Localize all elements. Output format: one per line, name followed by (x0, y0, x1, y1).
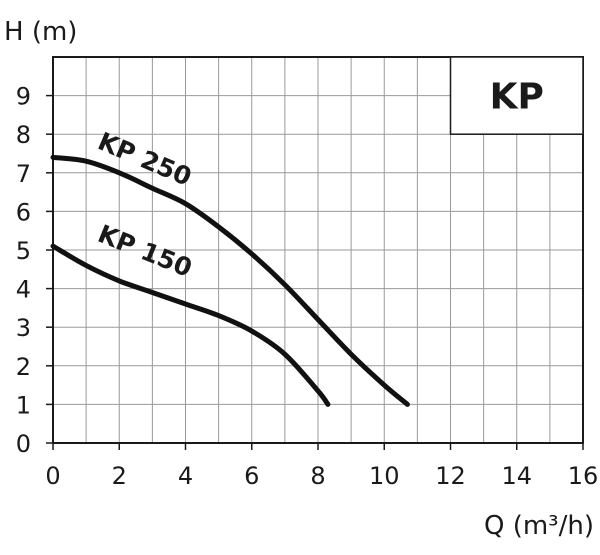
y-tick-label: 9 (16, 83, 31, 111)
series-line-kp-150 (50, 243, 331, 407)
y-tick-label: 5 (16, 237, 31, 265)
y-tick-label: 4 (16, 276, 31, 304)
y-tick-label: 2 (16, 353, 31, 381)
x-tick-label: 10 (369, 462, 400, 490)
y-tick-labels: 0 1 2 3 4 5 6 7 8 9 (16, 83, 53, 458)
series-label: KP 150 (94, 219, 196, 283)
x-tick-labels: 0 2 4 6 8 10 12 14 16 (45, 443, 598, 490)
x-tick-label: 2 (112, 462, 127, 490)
y-axis-title: H (m) (4, 17, 77, 47)
y-tick-label: 0 (16, 430, 31, 458)
model-badge: KP (449, 56, 584, 135)
x-tick-label: 14 (501, 462, 532, 490)
x-tick-label: 12 (435, 462, 466, 490)
y-tick-label: 6 (16, 198, 31, 226)
model-badge-box (449, 56, 584, 135)
series-curves (50, 154, 410, 407)
x-tick-label: 16 (568, 462, 599, 490)
model-badge-label: KP (490, 77, 544, 118)
y-tick-label: 3 (16, 314, 31, 342)
y-tick-label: 8 (16, 121, 31, 149)
y-tick-label: 7 (16, 160, 31, 188)
x-tick-label: 0 (45, 462, 60, 490)
x-tick-label: 6 (244, 462, 259, 490)
series-line-kp-250 (50, 154, 410, 407)
y-tick-label: 1 (16, 391, 31, 419)
x-tick-label: 4 (178, 462, 193, 490)
x-axis-title: Q (m³/h) (484, 511, 594, 541)
x-tick-label: 8 (310, 462, 325, 490)
